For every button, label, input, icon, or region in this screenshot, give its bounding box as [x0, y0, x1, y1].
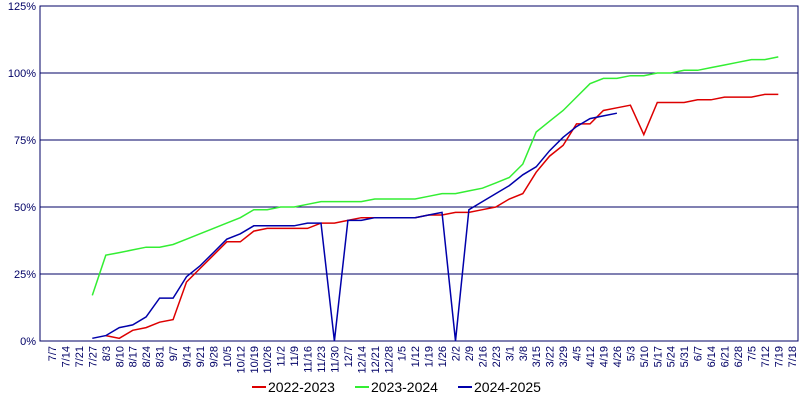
x-tick-label: 1/19 — [424, 346, 436, 367]
x-tick-label: 12/7 — [343, 346, 355, 367]
x-tick-label: 9/28 — [208, 346, 220, 367]
x-tick-label: 5/10 — [639, 346, 651, 367]
x-tick-label: 6/28 — [733, 346, 745, 367]
x-tick-label: 8/3 — [101, 346, 113, 361]
series-line — [92, 112, 618, 342]
x-tick-label: 5/17 — [652, 346, 664, 367]
x-tick-label: 9/7 — [168, 346, 180, 361]
x-tick-label: 12/28 — [383, 346, 395, 374]
y-tick-label: 25% — [14, 269, 36, 281]
plot-area — [39, 5, 799, 342]
x-tick-label: 7/21 — [74, 346, 86, 367]
x-tick-label: 5/31 — [679, 346, 691, 367]
y-tick-label: 0% — [20, 336, 36, 348]
x-tick-label: 9/14 — [182, 346, 194, 367]
x-tick-label: 3/8 — [518, 346, 530, 361]
x-tick-label: 4/5 — [572, 346, 584, 361]
x-tick-label: 7/18 — [787, 346, 799, 367]
x-tick-label: 7/12 — [760, 346, 772, 367]
x-tick-label: 3/15 — [531, 346, 543, 367]
x-tick-label: 2/23 — [491, 346, 503, 367]
x-tick-label: 9/21 — [195, 346, 207, 367]
x-tick-label: 8/10 — [114, 346, 126, 367]
x-tick-label: 3/1 — [504, 346, 516, 361]
x-tick-label: 2/2 — [451, 346, 463, 361]
x-tick-label: 11/2 — [276, 346, 288, 367]
x-tick-label: 1/26 — [437, 346, 449, 367]
x-tick-label: 4/12 — [585, 346, 597, 367]
x-tick-label: 1/5 — [397, 346, 409, 361]
y-tick-label: 50% — [14, 202, 36, 214]
x-tick-label: 11/23 — [316, 346, 328, 373]
y-tick-label: 75% — [14, 135, 36, 147]
x-tick-label: 5/24 — [666, 346, 678, 367]
x-tick-label: 12/14 — [356, 346, 368, 374]
legend-label: 2024-2025 — [474, 379, 541, 395]
x-tick-label: 10/12 — [235, 346, 247, 374]
x-tick-label: 10/19 — [249, 346, 261, 374]
x-tick-label: 4/26 — [612, 346, 624, 367]
x-tick-label: 2/9 — [464, 346, 476, 361]
series-line — [91, 56, 779, 296]
x-tick-label: 6/21 — [720, 346, 732, 367]
x-tick-label: 8/24 — [141, 346, 153, 367]
x-tick-label: 7/5 — [746, 346, 758, 361]
x-tick-label: 7/27 — [87, 346, 99, 367]
x-tick-label: 3/22 — [545, 346, 557, 367]
legend-label: 2022-2023 — [268, 379, 335, 395]
x-tick-label: 5/3 — [625, 346, 637, 361]
x-tick-label: 11/9 — [289, 346, 301, 367]
x-tick-label: 6/7 — [693, 346, 705, 361]
x-tick-label: 6/14 — [706, 346, 718, 367]
y-tick-label: 100% — [8, 68, 36, 80]
x-tick-label: 12/21 — [370, 346, 382, 374]
y-tick-label: 125% — [8, 1, 36, 13]
x-tick-label: 4/19 — [598, 346, 610, 367]
x-tick-label: 7/14 — [60, 346, 72, 367]
x-tick-label: 10/5 — [222, 346, 234, 367]
legend-label: 2023-2024 — [371, 379, 438, 395]
x-tick-label: 7/7 — [47, 346, 59, 361]
x-tick-label: 10/26 — [262, 346, 274, 374]
x-tick-label: 11/30 — [329, 346, 341, 373]
x-tick-label: 3/29 — [558, 346, 570, 367]
x-tick-label: 8/17 — [128, 346, 140, 367]
x-tick-label: 11/16 — [303, 346, 315, 373]
x-tick-label: 8/31 — [155, 346, 167, 367]
x-tick-label: 2/16 — [477, 346, 489, 367]
x-tick-label: 7/19 — [773, 346, 785, 367]
x-tick-label: 1/12 — [410, 346, 422, 367]
